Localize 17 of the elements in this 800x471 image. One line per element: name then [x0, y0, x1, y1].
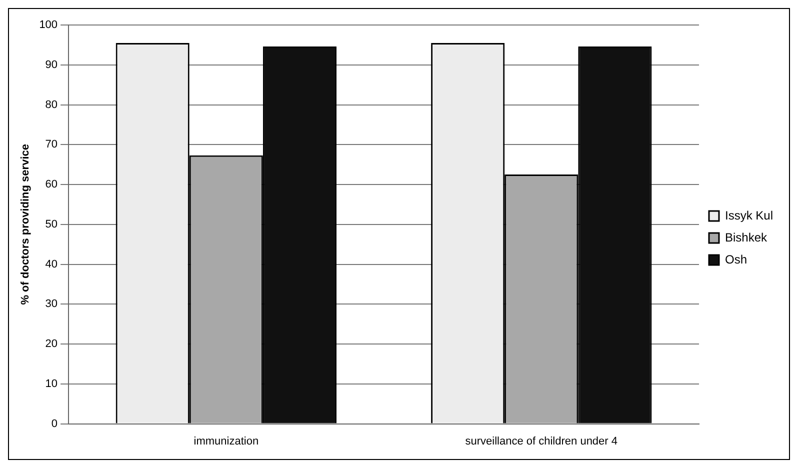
- y-tick-label: 50: [45, 218, 58, 230]
- y-tick-label: 30: [45, 298, 58, 310]
- y-tick-label: 90: [45, 58, 58, 71]
- y-axis-title: % of doctors providing service: [20, 144, 32, 305]
- legend-label: Osh: [724, 252, 748, 266]
- y-tick-label: 70: [45, 138, 58, 151]
- y-tick-label: 60: [45, 178, 58, 191]
- x-tick-label: surveillance of children under 4: [465, 435, 618, 448]
- y-tick-label: 80: [45, 98, 58, 111]
- y-tick-label: 20: [45, 338, 58, 350]
- y-tick-label: 0: [51, 418, 58, 430]
- legend-label: Issyk Kul: [724, 208, 774, 222]
- legend-label: Bishkek: [724, 230, 768, 244]
- x-tick-label: immunization: [194, 435, 259, 448]
- y-tick-label: 10: [45, 378, 58, 390]
- y-tick-label: 100: [39, 19, 58, 32]
- y-tick-label: 40: [45, 258, 58, 270]
